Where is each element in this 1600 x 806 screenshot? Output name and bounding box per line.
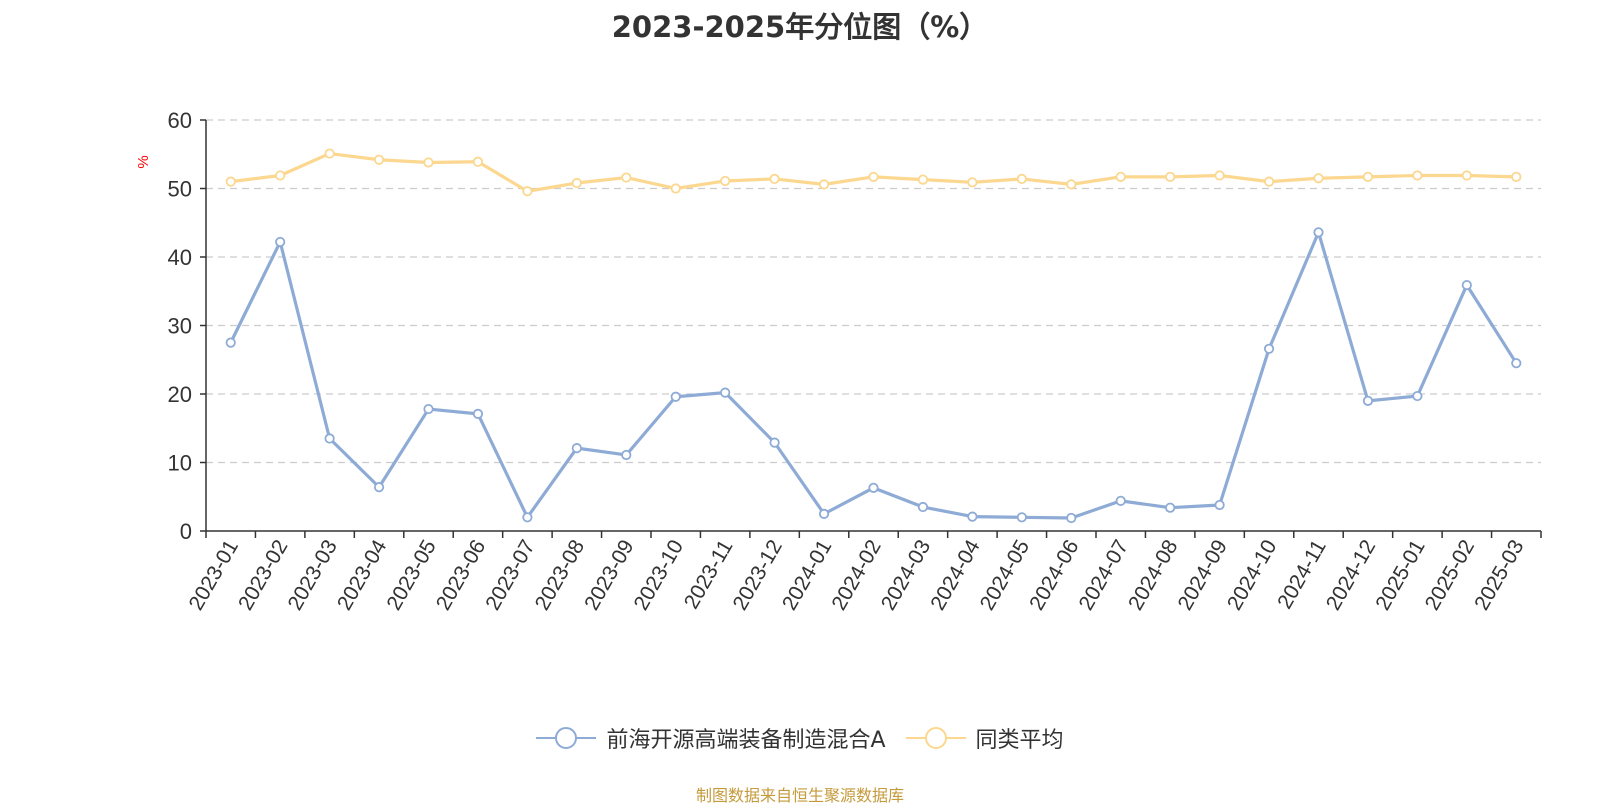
legend-average-label: 同类平均	[975, 728, 1064, 753]
data-point	[522, 186, 533, 197]
data-point	[1362, 171, 1374, 182]
data-point	[1016, 173, 1027, 185]
data-point	[225, 337, 236, 348]
data-point	[275, 170, 286, 181]
legend-average-line-circle-icon	[905, 727, 966, 749]
chart-title: 2023-2025年分位图（%）	[611, 10, 989, 44]
data-point	[1412, 170, 1423, 181]
axes: 01020304050602023-012023-022023-032023-0…	[168, 108, 1542, 614]
data-point	[1313, 173, 1324, 184]
data-point	[373, 154, 385, 165]
data-point	[720, 387, 731, 398]
series-lines	[225, 148, 1522, 524]
data-point	[275, 236, 286, 248]
data-point	[1165, 502, 1176, 513]
data-point	[571, 443, 582, 454]
data-point	[670, 391, 681, 402]
data-point	[769, 173, 780, 185]
data-point	[670, 183, 681, 194]
data-point	[1165, 171, 1176, 182]
legend-fund-label: 前海开源高端装备制造混合A	[606, 728, 886, 753]
data-point	[571, 177, 582, 189]
data-point	[1461, 170, 1472, 181]
data-point	[522, 512, 533, 523]
data-point	[967, 177, 978, 188]
data-point	[423, 403, 434, 415]
y-tick-label: 0	[180, 519, 192, 544]
source-note: 制图数据来自恒生聚源数据库	[695, 786, 904, 805]
data-point	[1511, 171, 1522, 182]
data-point	[917, 174, 929, 185]
y-tick-label: 20	[168, 382, 192, 407]
legend-fund-line-circle-icon	[536, 727, 597, 749]
data-point	[1214, 499, 1225, 511]
series-group	[225, 227, 1522, 524]
data-point	[621, 172, 632, 183]
y-tick-label: 50	[168, 177, 192, 202]
data-point	[423, 157, 434, 168]
data-point	[1362, 395, 1374, 406]
data-point	[720, 175, 731, 187]
y-tick-label: 60	[168, 108, 192, 133]
data-point	[324, 433, 335, 444]
data-point	[225, 176, 236, 187]
data-point	[1115, 171, 1126, 182]
data-point	[621, 449, 632, 461]
data-point	[1066, 179, 1077, 190]
legend-item-fund[interactable]: 前海开源高端装备制造混合A	[536, 722, 886, 754]
data-point	[1263, 343, 1275, 354]
series-line	[229, 230, 1518, 520]
data-point	[1214, 170, 1225, 181]
y-tick-label: 10	[168, 451, 192, 476]
data-point	[1461, 279, 1472, 291]
data-point	[1313, 227, 1324, 238]
data-point	[818, 179, 830, 190]
data-point	[868, 171, 879, 182]
data-point	[868, 482, 879, 493]
data-point	[1016, 512, 1027, 523]
data-point	[1115, 495, 1126, 506]
y-tick-label: 30	[168, 314, 192, 339]
data-point	[472, 156, 484, 167]
data-point	[1066, 512, 1077, 524]
y-tick-label: 40	[168, 245, 192, 270]
grid-lines	[206, 119, 1541, 464]
data-point	[324, 148, 335, 159]
legend: 前海开源高端装备制造混合A 同类平均	[0, 722, 1600, 754]
data-point	[1263, 176, 1275, 187]
y-axis-label: %	[135, 155, 152, 168]
legend-item-peer-average[interactable]: 同类平均	[905, 722, 1064, 754]
data-point	[818, 508, 830, 519]
data-point	[917, 501, 929, 513]
series-group	[225, 148, 1522, 197]
data-point	[769, 437, 780, 448]
data-point	[967, 511, 978, 522]
data-point	[472, 408, 484, 419]
data-point	[1511, 358, 1522, 369]
data-point	[1412, 390, 1423, 402]
data-point	[373, 482, 385, 493]
